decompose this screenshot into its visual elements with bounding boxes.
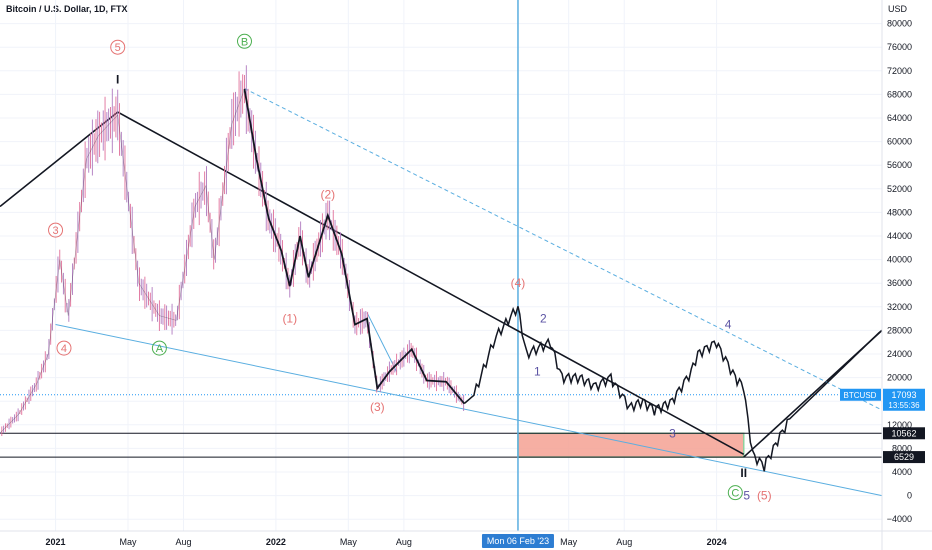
countdown-label: 13:55:36 [888, 401, 920, 410]
price-tick-label: 68000 [887, 89, 912, 99]
wave-label: 4 [61, 343, 67, 355]
wave-label: 5 [743, 489, 750, 503]
wave-label: 2 [540, 312, 547, 326]
time-tick-label: 2024 [707, 537, 727, 547]
price-candles [0, 65, 465, 437]
crosshair-date-label: Mon 06 Feb '23 [487, 536, 549, 546]
wave-label: II [740, 466, 747, 480]
wave-label-circle [48, 222, 64, 238]
time-tick-label: Aug [616, 537, 632, 547]
time-tick-label: Aug [396, 537, 412, 547]
price-tick-label: −4000 [887, 514, 912, 524]
projection-line [463, 306, 883, 472]
wave-label: C [731, 488, 739, 500]
grid-lines [0, 0, 882, 531]
level-tag-label: 6529 [894, 452, 914, 462]
wave-label-circle [110, 39, 126, 55]
time-tick-label: May [340, 537, 358, 547]
wave-label: (4) [511, 276, 526, 290]
price-tick-label: 20000 [887, 373, 912, 383]
wave-label: 3 [52, 225, 58, 237]
wave-label: (3) [370, 400, 385, 414]
trendline [244, 88, 883, 411]
price-tick-label: 8000 [892, 443, 912, 453]
price-line [0, 87, 465, 434]
wave-label-circle [727, 485, 743, 501]
time-tick-label: May [560, 537, 578, 547]
wave-label: (5) [757, 489, 772, 503]
symbol-tag-label: BTCUSD [844, 391, 877, 400]
crosshair-date-tag [481, 534, 554, 548]
trendline [55, 324, 883, 497]
wave-label-circle [236, 33, 252, 49]
price-tick-label: 32000 [887, 302, 912, 312]
time-axis[interactable]: 2021 May Aug 2022 May Aug May Aug 2024 Mon 06 Feb… [46, 534, 727, 548]
wave-label: I [116, 73, 119, 87]
price-tick-label: 72000 [887, 66, 912, 76]
price-swing-line [243, 88, 465, 405]
wave-label: 3 [669, 427, 676, 441]
wave-label: (1) [282, 312, 297, 326]
trendline [366, 312, 398, 372]
price-tick-label: 4000 [892, 467, 912, 477]
time-tick-label: Aug [176, 537, 192, 547]
wave-label: 5 [115, 42, 121, 54]
price-tick-label: 76000 [887, 42, 912, 52]
price-axis[interactable]: USD−400004000800012000160002000024000280… [887, 4, 912, 524]
current-price-label: 17093 [891, 390, 916, 400]
current-price-tag [883, 388, 925, 411]
level-tag [883, 427, 925, 440]
price-tick-label: 52000 [887, 184, 912, 194]
time-tick-label: 2021 [46, 537, 66, 547]
wave-label: 4 [725, 318, 732, 332]
price-tick-label: 24000 [887, 349, 912, 359]
wave-label-circle [56, 340, 72, 356]
wave-label-circle [151, 340, 167, 356]
price-tick-label: 60000 [887, 137, 912, 147]
level-tag [883, 451, 925, 464]
price-tick-label: 40000 [887, 255, 912, 265]
wave-label: (2) [320, 188, 335, 202]
price-tick-label: 80000 [887, 19, 912, 29]
level-tag-label: 10562 [891, 428, 916, 438]
price-tick-label: 0 [907, 491, 912, 501]
price-tick-label: 28000 [887, 325, 912, 335]
symbol-tag [840, 388, 881, 401]
time-tick-label: May [119, 537, 137, 547]
price-tick-label: 36000 [887, 278, 912, 288]
price-axis-unit: USD [888, 4, 908, 14]
horizontal-levels [0, 394, 882, 458]
wave-label: A [156, 343, 164, 355]
price-tick-label: 12000 [887, 420, 912, 430]
price-tick-label: 56000 [887, 160, 912, 170]
chart-title: Bitcoin / U.S. Dollar, 1D, FTX [6, 4, 128, 14]
price-tick-label: 48000 [887, 207, 912, 217]
time-tick-label: 2022 [266, 537, 286, 547]
wave-label: 1 [534, 365, 541, 379]
price-tick-label: 64000 [887, 113, 912, 123]
target-zone [517, 432, 745, 458]
price-tick-label: 44000 [887, 231, 912, 241]
projection-path [463, 306, 883, 472]
wave-label: B [241, 36, 248, 48]
